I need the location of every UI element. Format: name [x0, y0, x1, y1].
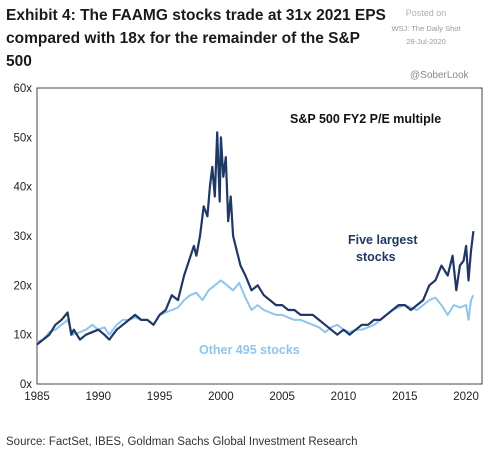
chart-title: S&P 500 FY2 P/E multiple — [290, 112, 441, 126]
series-lines — [36, 131, 475, 346]
y-tick-label: 30x — [13, 231, 32, 243]
x-tick-label: 2000 — [208, 391, 234, 403]
posted-date-stamp: 28-Jul-2020 — [406, 37, 446, 46]
y-tick-label: 50x — [13, 132, 32, 144]
five-largest-label-line2: stocks — [356, 250, 396, 264]
y-tick-label: 10x — [13, 330, 32, 342]
x-tick-label: 2015 — [392, 391, 418, 403]
x-tick-label: 1985 — [24, 391, 50, 403]
twitter-handle: @SoberLook — [410, 70, 469, 81]
x-tick-label: 1995 — [147, 391, 173, 403]
plot-frame — [36, 87, 483, 385]
pe-multiple-chart: 0x 10x 20x 30x 40x 50x 60x 1985 1990 1995 2000 200… — [13, 83, 483, 403]
series-line-five-largest — [36, 131, 475, 346]
source-note: Source: FactSet, IBES, Goldman Sachs Glo… — [6, 436, 358, 448]
x-tick-label: 2020 — [453, 391, 479, 403]
y-axis-ticks: 0x 10x 20x 30x 40x 50x 60x — [13, 83, 32, 391]
y-tick-label: 0x — [20, 379, 32, 391]
series-line-other-495 — [36, 279, 475, 344]
other-495-label: Other 495 stocks — [199, 343, 300, 357]
x-tick-label: 2005 — [269, 391, 295, 403]
y-tick-label: 40x — [13, 182, 32, 194]
x-tick-label: 2010 — [331, 391, 357, 403]
posted-on-stamp: Posted on — [405, 8, 447, 18]
x-axis-ticks: 1985 1990 1995 2000 2005 2010 2015 2020 — [24, 391, 479, 403]
posted-source-stamp: WSJ: The Daily Shot — [391, 24, 461, 33]
y-tick-label: 60x — [13, 83, 32, 95]
y-tick-label: 20x — [13, 280, 32, 292]
x-tick-label: 1990 — [85, 391, 111, 403]
five-largest-label-line1: Five largest — [348, 233, 418, 247]
page-title: Exhibit 4: The FAAMG stocks trade at 31x… — [6, 7, 386, 70]
